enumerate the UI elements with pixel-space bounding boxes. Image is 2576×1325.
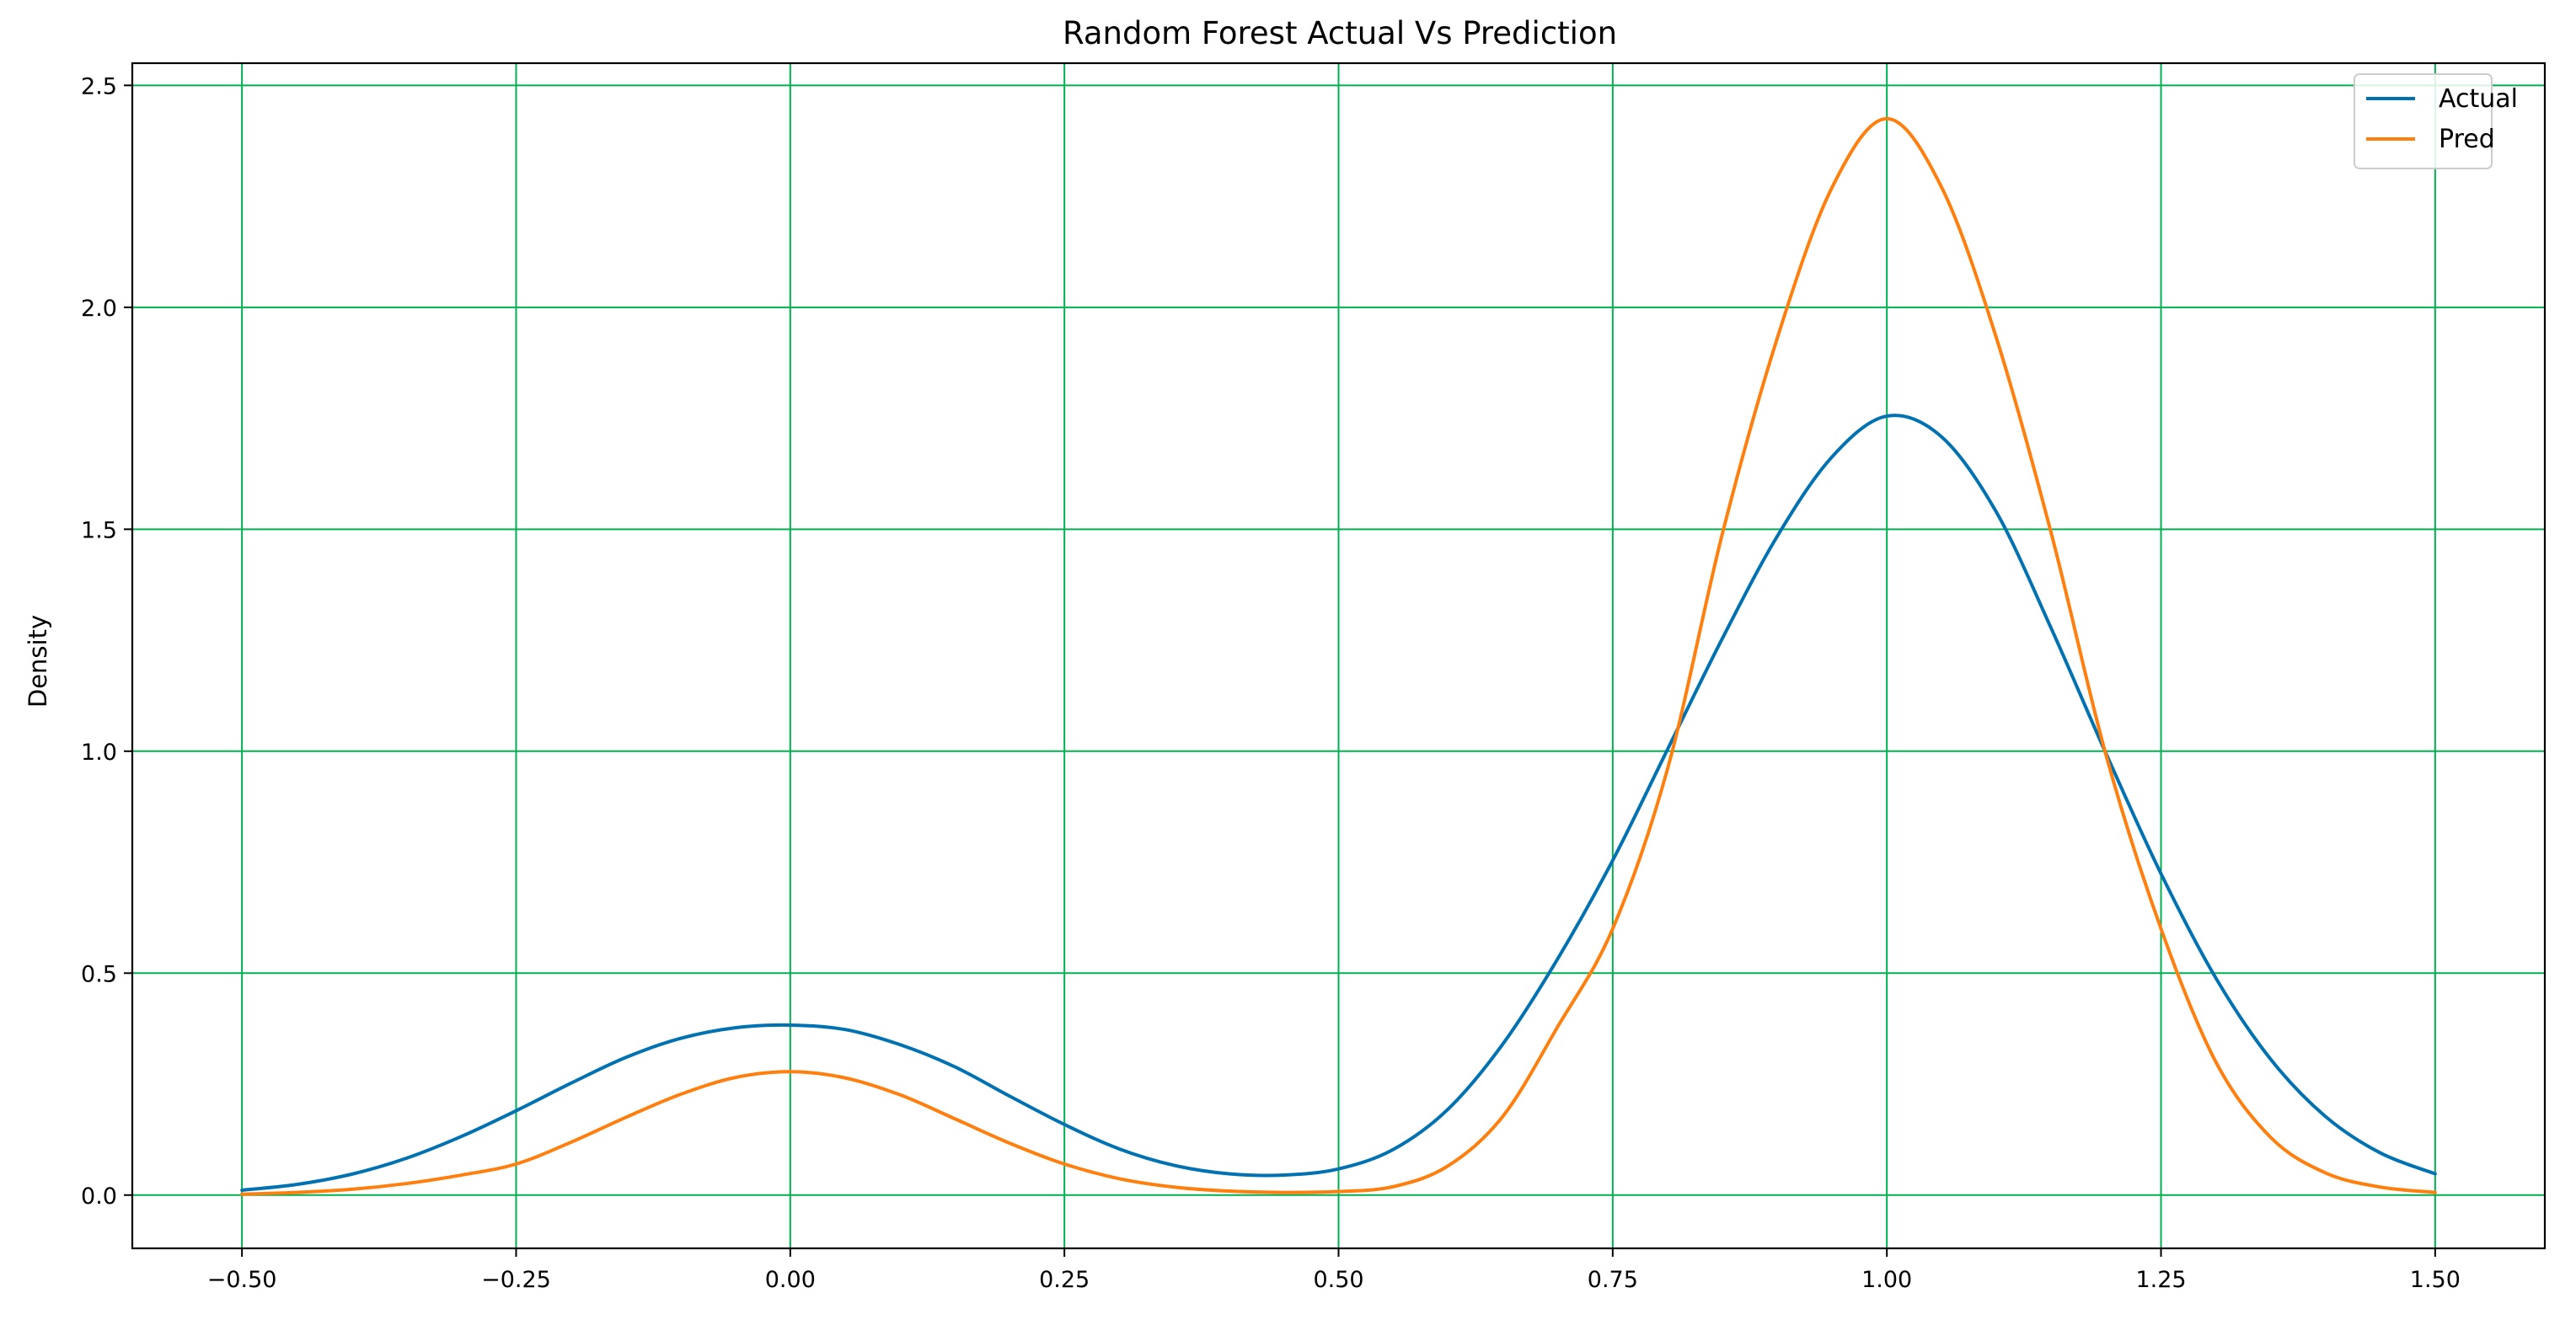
- x-tick-label: −0.50: [207, 1267, 277, 1293]
- y-tick-label: 1.5: [81, 517, 117, 543]
- axis-ticks: −0.50 −0.25 0.00 0.25 0.50 0.75 1.00 1.25 1.50 0.…: [81, 73, 2461, 1293]
- chart-title: Random Forest Actual Vs Prediction: [1063, 15, 1617, 51]
- x-tick-label: 1.00: [1861, 1267, 1912, 1293]
- legend-label-actual: Actual: [2439, 84, 2518, 114]
- y-tick-label: 0.5: [81, 961, 117, 987]
- y-tick-label: 2.0: [81, 296, 117, 322]
- x-tick-label: 0.50: [1313, 1267, 1363, 1293]
- x-tick-label: 0.75: [1588, 1267, 1638, 1293]
- y-tick-label: 1.0: [81, 740, 117, 766]
- series-lines: [240, 116, 2437, 1196]
- x-tick-label: 1.25: [2135, 1267, 2186, 1293]
- x-tick-label: 0.25: [1039, 1267, 1090, 1293]
- series-line-pred: [240, 116, 2437, 1196]
- y-tick-label: 2.5: [81, 73, 117, 99]
- legend: Actual Pred: [2354, 73, 2518, 169]
- x-tick-label: −0.25: [481, 1267, 551, 1293]
- x-tick-label: 0.00: [765, 1267, 816, 1293]
- grid: [132, 63, 2545, 1248]
- x-tick-label: 1.50: [2410, 1267, 2461, 1293]
- y-axis-label: Density: [24, 615, 52, 708]
- y-tick-label: 0.0: [81, 1183, 117, 1210]
- series-line-actual: [240, 414, 2437, 1192]
- legend-label-pred: Pred: [2439, 125, 2495, 154]
